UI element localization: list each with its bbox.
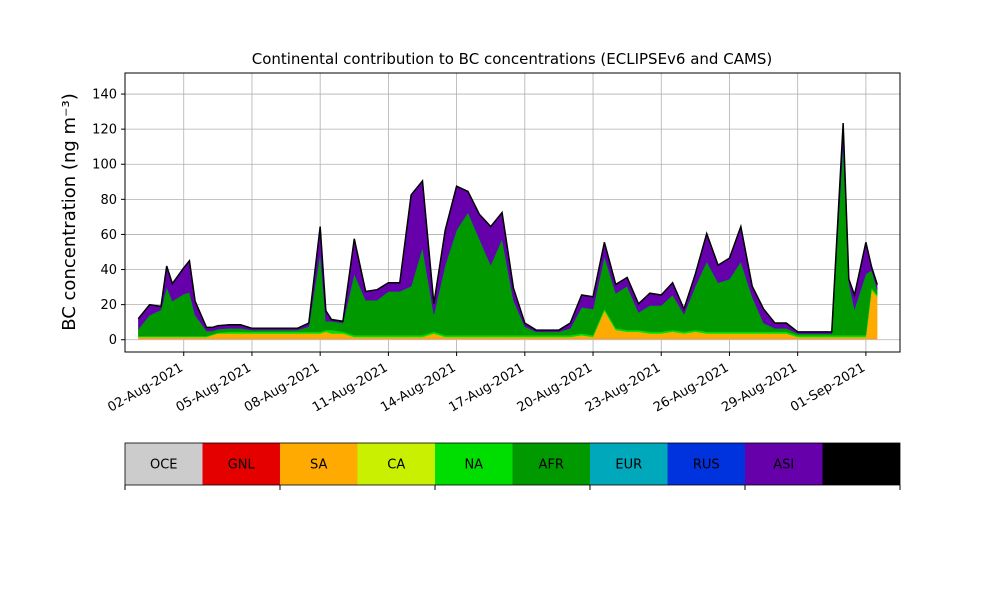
x-tick-label: 05-Aug-2021 bbox=[174, 360, 254, 415]
legend-swatch-sa bbox=[280, 443, 358, 485]
legend-label-sa: SA bbox=[310, 458, 327, 473]
x-tick-label: 23-Aug-2021 bbox=[583, 360, 663, 415]
legend-frame bbox=[124, 442, 901, 486]
y-tick-label: 80 bbox=[100, 193, 117, 208]
legend-swatch-eur bbox=[590, 443, 668, 485]
legend-swatch-afr bbox=[512, 443, 590, 485]
area-afr bbox=[138, 142, 878, 337]
x-tick-label: 14-Aug-2021 bbox=[378, 360, 458, 415]
y-tick-label: 40 bbox=[100, 263, 117, 278]
total-line bbox=[137, 122, 878, 333]
x-tick-label: 26-Aug-2021 bbox=[651, 360, 731, 415]
chart-title: Continental contribution to BC concentra… bbox=[252, 50, 773, 68]
legend-swatch-rus bbox=[667, 443, 745, 485]
legend-swatch-gnl bbox=[202, 443, 280, 485]
legend-label-aus: AUS bbox=[848, 458, 875, 473]
x-tick-label: 01-Sep-2021 bbox=[788, 360, 868, 415]
legend-swatch-aus bbox=[822, 443, 900, 485]
y-tick-label: 60 bbox=[100, 228, 117, 243]
x-tick-label: 17-Aug-2021 bbox=[446, 360, 526, 415]
y-tick-label: 20 bbox=[100, 298, 117, 313]
legend-label-rus: RUS bbox=[693, 458, 720, 473]
x-tick-label: 02-Aug-2021 bbox=[105, 360, 185, 415]
y-tick-label: 100 bbox=[92, 158, 117, 173]
x-tick-label: 08-Aug-2021 bbox=[242, 360, 322, 415]
legend-swatch-na bbox=[435, 443, 513, 485]
legend-swatch-oce bbox=[125, 443, 203, 485]
y-tick-label: 0 bbox=[109, 333, 117, 348]
plot-frame bbox=[124, 72, 901, 353]
legend-label-na: NA bbox=[464, 458, 483, 473]
legend-swatch-ca bbox=[357, 443, 435, 485]
x-tick-label: 29-Aug-2021 bbox=[719, 360, 799, 415]
stacked-areas bbox=[137, 122, 878, 340]
y-tick-label: 140 bbox=[92, 88, 117, 103]
legend-label-afr: AFR bbox=[539, 458, 564, 473]
legend-swatch-asi bbox=[745, 443, 823, 485]
y-axis-label: BC concentration (ng m⁻³) bbox=[59, 93, 80, 331]
legend-label-eur: EUR bbox=[615, 458, 642, 473]
y-tick-label: 120 bbox=[92, 123, 117, 138]
legend-label-asi: ASI bbox=[773, 458, 794, 473]
legend-label-oce: OCE bbox=[150, 458, 178, 473]
legend-label-ca: CA bbox=[387, 458, 405, 473]
x-tick-label: 20-Aug-2021 bbox=[515, 360, 595, 415]
legend-label-gnl: GNL bbox=[228, 458, 256, 473]
x-tick-label: 11-Aug-2021 bbox=[310, 360, 390, 415]
color-legend: OCE GNL SA CA NA AFR EUR RUS ASI AUS bbox=[124, 442, 901, 490]
